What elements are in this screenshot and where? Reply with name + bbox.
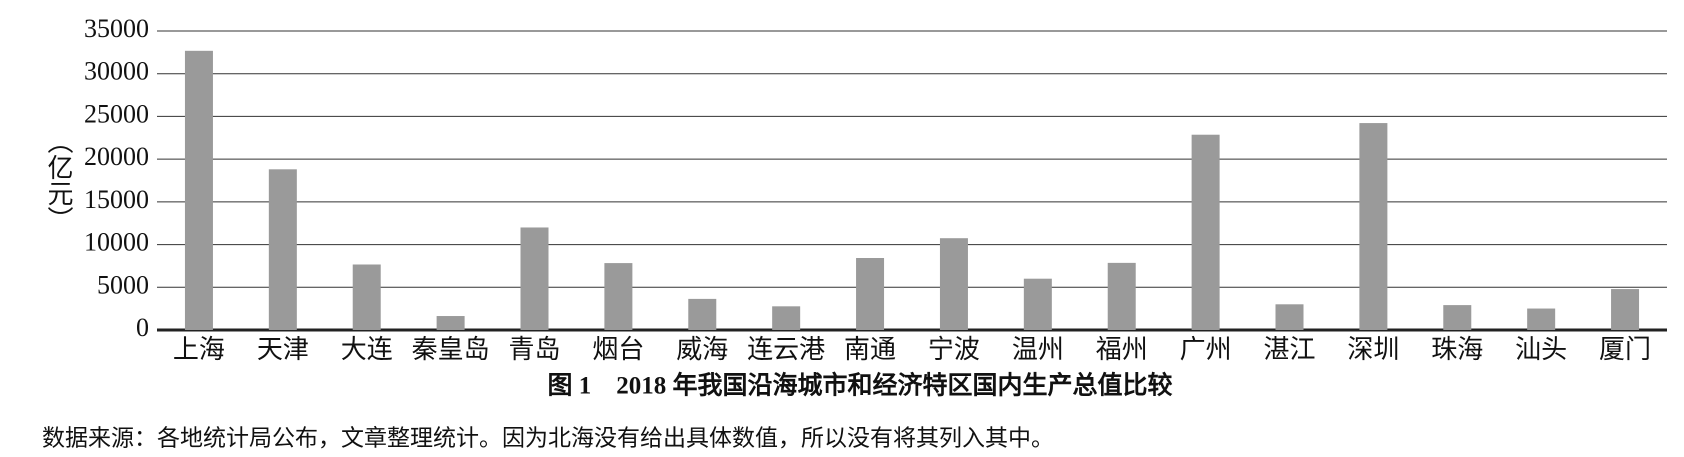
x-tick-label: 威海 [676, 335, 728, 364]
bar [352, 264, 381, 330]
x-tick-label: 深圳 [1347, 335, 1399, 364]
bar [1443, 305, 1472, 330]
bar [520, 227, 549, 330]
x-tick-label: 汕头 [1515, 335, 1567, 364]
bar [184, 50, 213, 330]
x-tick-label: 南通 [844, 335, 896, 364]
x-tick-label: 秦皇岛 [412, 335, 490, 364]
bar [856, 258, 885, 330]
x-tick-label: 湛江 [1263, 335, 1315, 364]
bar [268, 169, 297, 330]
y-tick-label: 10000 [84, 228, 149, 257]
bar [604, 263, 633, 330]
bar [1275, 304, 1304, 330]
x-tick-label: 温州 [1012, 335, 1064, 364]
chart-title: 图 1 2018 年我国沿海城市和经济特区国内生产总值比较 [547, 371, 1172, 400]
y-tick-label: 35000 [84, 14, 149, 43]
bar [1107, 262, 1136, 330]
x-tick-label: 宁波 [928, 335, 980, 364]
x-tick-label: 连云港 [747, 335, 825, 364]
x-tick-label: 烟台 [592, 335, 644, 364]
y-tick-label: 0 [136, 313, 149, 342]
y-tick-label: 5000 [97, 270, 149, 299]
bar [436, 316, 465, 330]
x-tick-label: 广州 [1180, 335, 1232, 364]
bar [1359, 123, 1388, 330]
bar [772, 306, 801, 330]
y-tick-label: 30000 [84, 57, 149, 86]
x-tick-label: 青岛 [508, 335, 560, 364]
note: 数据来源：各地统计局公布，文章整理统计。因为北海没有给出具体数值，所以没有将其列… [42, 425, 1054, 450]
x-tick-label: 福州 [1096, 335, 1148, 364]
x-tick-label: 大连 [341, 335, 393, 364]
bar [939, 238, 968, 330]
bar [1023, 278, 1052, 330]
bar [1527, 308, 1556, 330]
y-axis-label: （亿元） [44, 128, 73, 232]
x-tick-label: 天津 [257, 335, 309, 364]
y-tick-label: 20000 [84, 142, 149, 171]
bar [688, 298, 717, 330]
x-tick-label: 上海 [173, 335, 225, 364]
y-tick-label: 25000 [84, 99, 149, 128]
x-tick-label: 厦门 [1599, 335, 1651, 364]
bar [1611, 289, 1640, 330]
x-tick-label: 珠海 [1431, 335, 1483, 364]
bar [1191, 134, 1220, 330]
y-tick-label: 15000 [84, 185, 149, 214]
